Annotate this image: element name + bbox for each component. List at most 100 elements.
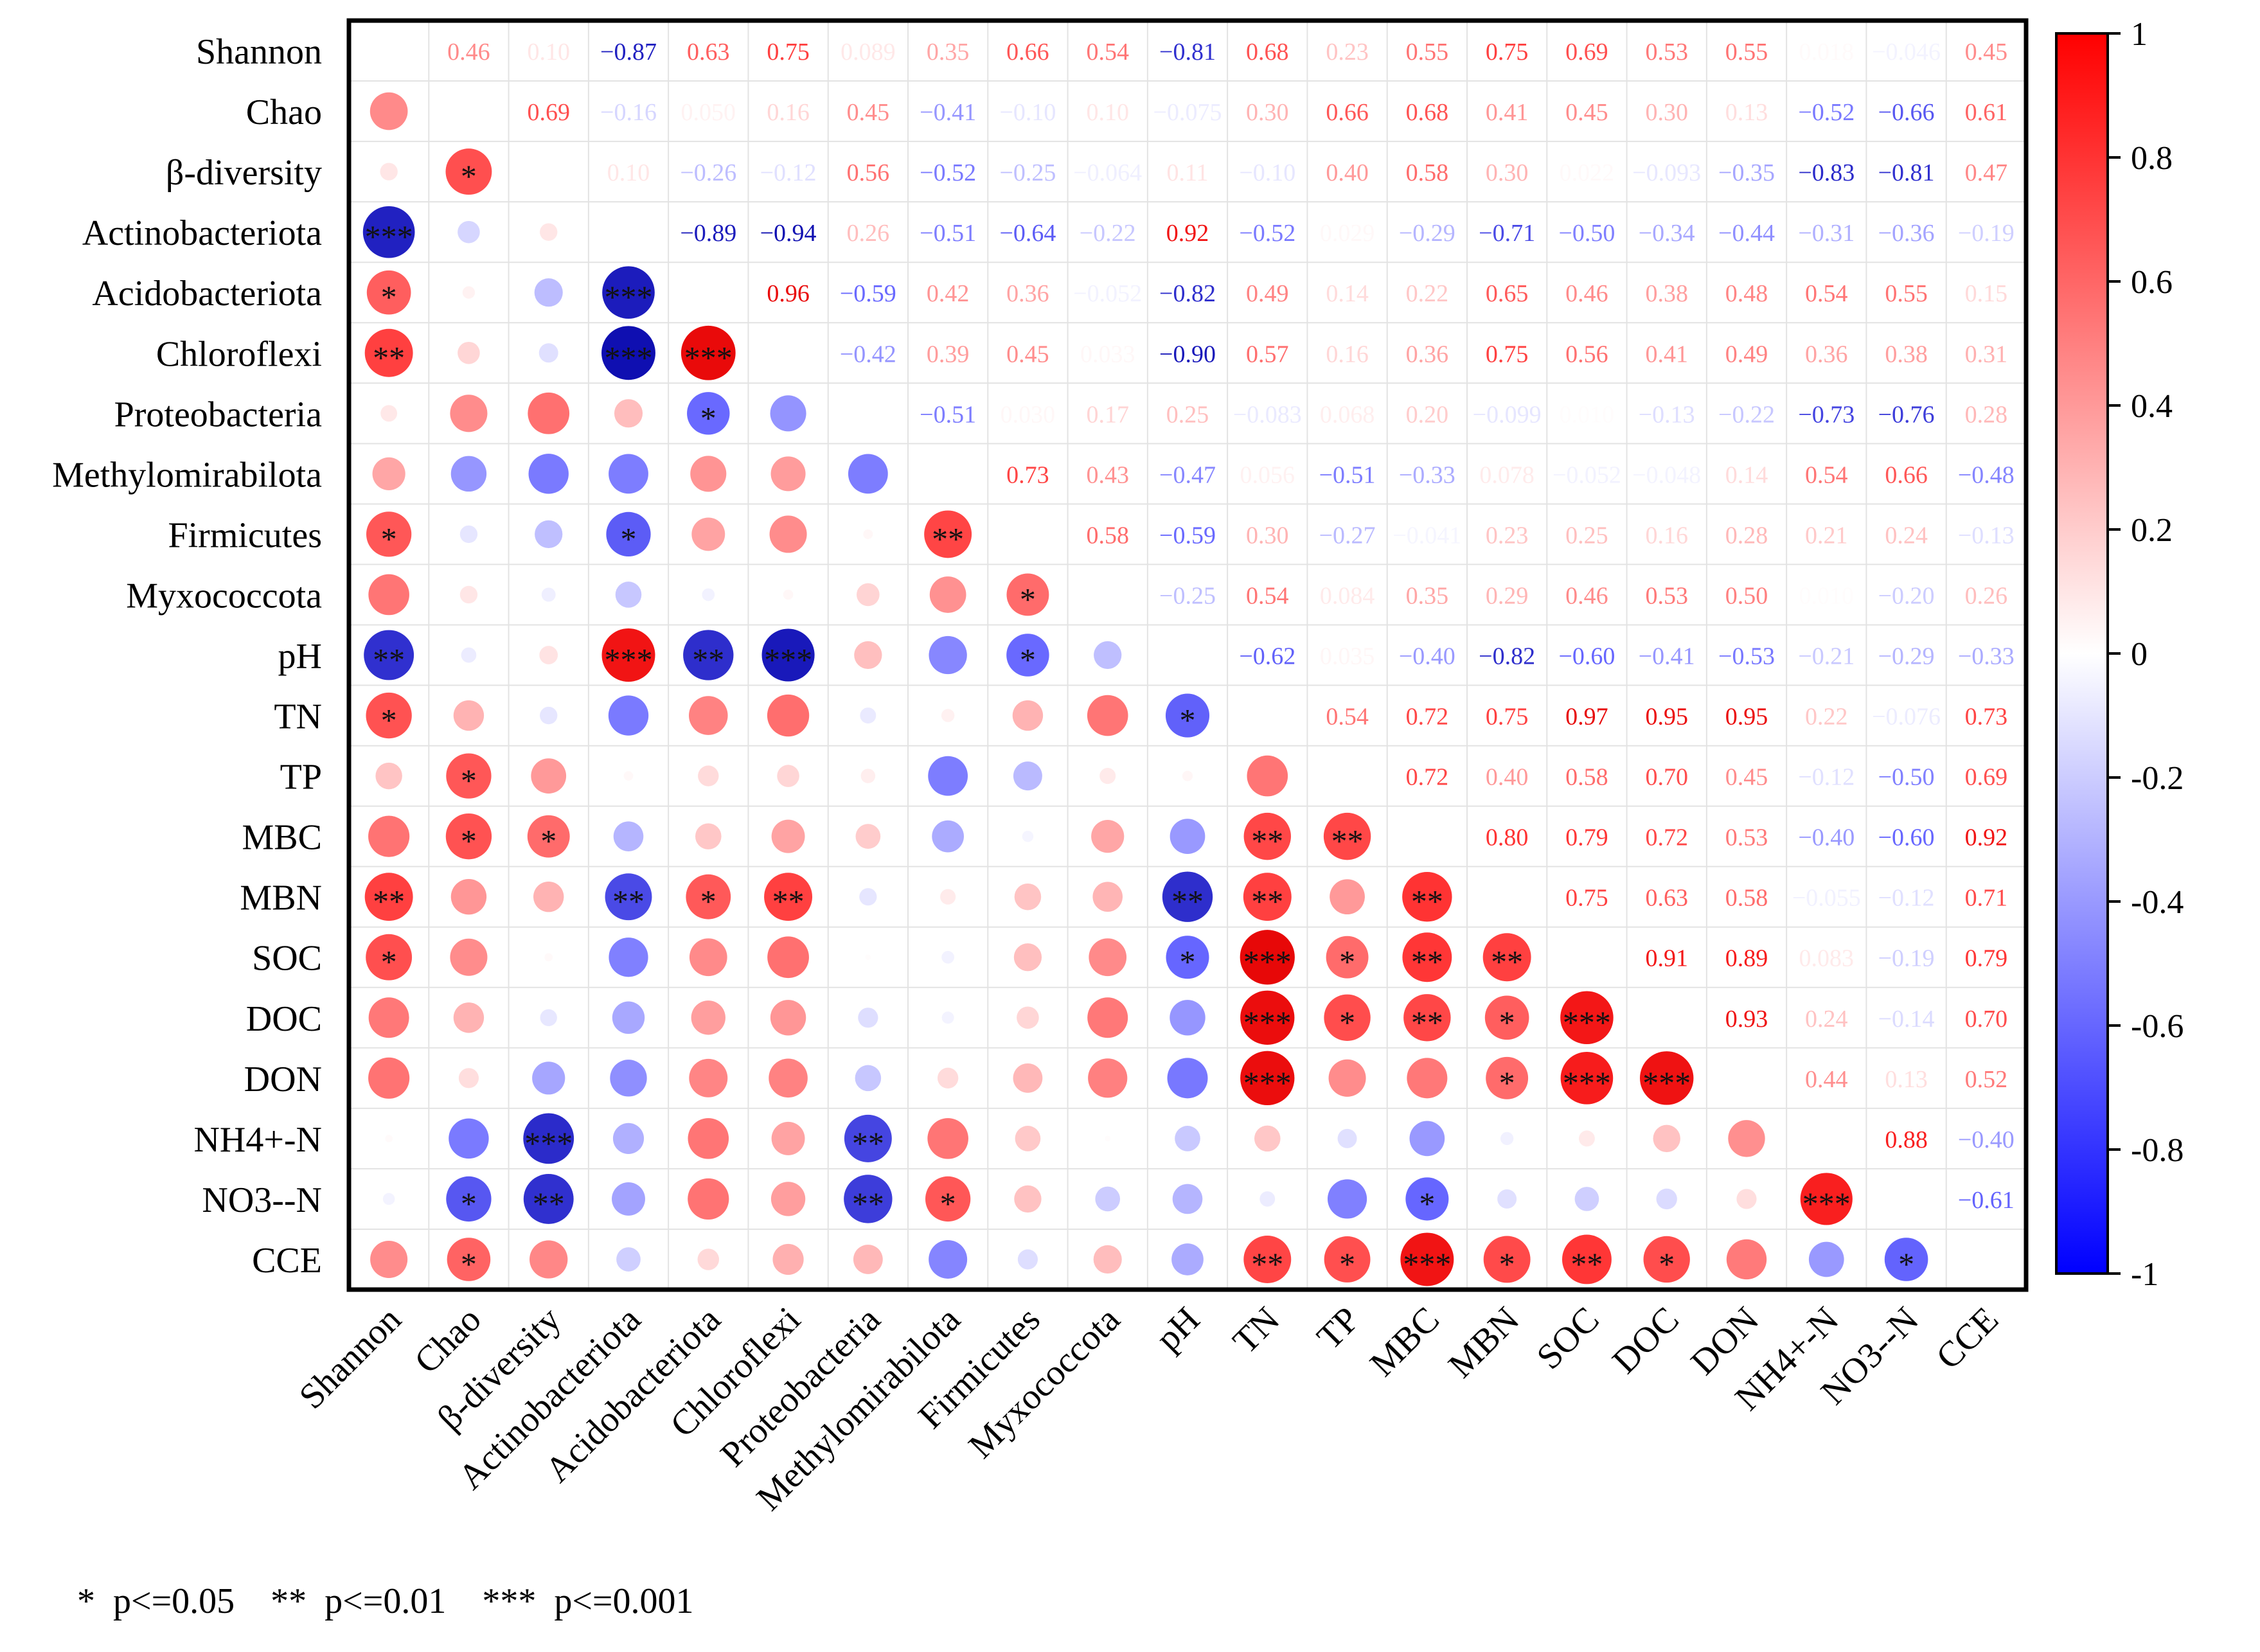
coefficient-label: −0.52 [1239, 220, 1295, 247]
correlation-circle [783, 589, 794, 600]
significance-stars: * [461, 158, 477, 194]
correlation-circle [531, 758, 567, 794]
coefficient-label: 0.36 [1805, 341, 1848, 368]
correlation-circle [687, 392, 730, 435]
coefficient-label: 0.75 [1565, 885, 1608, 912]
correlation-circle [458, 341, 480, 364]
coefficient-label: −0.41 [920, 99, 976, 126]
coefficient-label: 0.16 [1645, 522, 1688, 549]
coefficient-label: −0.19 [1878, 945, 1935, 972]
significance-stars: * [540, 823, 556, 859]
significance-stars: *** [365, 218, 413, 254]
significance-stars: * [1020, 581, 1036, 617]
correlation-circle [853, 1245, 883, 1274]
coefficient-label: −0.87 [600, 39, 657, 66]
correlation-circle [689, 696, 728, 735]
significance-stars: *** [605, 642, 653, 678]
correlation-circle [606, 511, 651, 557]
coefficient-label: 0.92 [1965, 824, 2008, 851]
significance-stars: ** [1251, 884, 1283, 919]
row-label: Actinobacteriota [82, 213, 322, 253]
coefficient-label: 0.49 [1725, 341, 1768, 368]
row-label: TN [274, 697, 322, 737]
coefficient-label: −0.27 [1319, 522, 1376, 549]
coefficient-label: 0.91 [1645, 945, 1688, 972]
correlation-circle [932, 820, 964, 853]
correlation-circle [368, 997, 409, 1038]
significance-stars: ** [1491, 944, 1523, 980]
column-label: TP [1310, 1299, 1367, 1357]
coefficient-label: 0.24 [1805, 1006, 1848, 1033]
significance-stars: * [1020, 642, 1036, 678]
correlation-circle [1800, 1173, 1853, 1225]
coefficient-label: 0.39 [927, 341, 970, 368]
correlation-circle [364, 630, 414, 680]
coefficient-label: 0.70 [1965, 1006, 2008, 1033]
correlation-circle [1643, 1236, 1690, 1283]
correlation-circle [1330, 879, 1365, 915]
coefficient-label: 0.79 [1965, 945, 2008, 972]
correlation-circle [1736, 1189, 1757, 1209]
coefficient-label: 0.53 [1725, 824, 1768, 851]
coefficient-label: 0.54 [1246, 582, 1289, 609]
correlation-circle [1172, 1184, 1203, 1214]
correlation-circle [366, 511, 412, 557]
correlation-circle [544, 953, 553, 962]
coefficient-label: 0.28 [1725, 522, 1768, 549]
correlation-circle [769, 1058, 808, 1098]
correlation-circle [1560, 1052, 1614, 1105]
correlation-circle [865, 954, 871, 961]
colorbar-tick-label: 0.2 [2131, 512, 2173, 549]
coefficient-label: 0.45 [1725, 764, 1768, 791]
correlation-circle [941, 950, 955, 964]
correlation-circle [1500, 1132, 1514, 1146]
correlation-circle [609, 937, 648, 977]
correlation-circle [601, 628, 655, 682]
coefficient-label: 0.65 [1486, 280, 1529, 307]
correlation-circle [605, 873, 652, 921]
coefficient-label: −0.36 [1878, 220, 1935, 247]
row-label: Firmicutes [168, 515, 322, 555]
correlation-circle [540, 223, 558, 241]
correlation-circle [538, 343, 558, 363]
colorbar-tick-label: 0 [2131, 636, 2148, 673]
correlation-circle [1560, 991, 1614, 1045]
correlation-circle [372, 457, 405, 490]
coefficient-label: 0.49 [1246, 280, 1289, 307]
correlation-circle [382, 1193, 395, 1205]
correlation-circle [860, 707, 876, 724]
correlation-circle [1093, 1245, 1122, 1274]
coefficient-label: 0.89 [1725, 945, 1768, 972]
correlation-circle [1402, 871, 1452, 922]
coefficient-label: 0.10 [607, 159, 650, 186]
significance-stars: ** [533, 1186, 565, 1221]
coefficient-label: −0.19 [1958, 220, 2015, 247]
correlation-circle [1259, 1191, 1276, 1207]
coefficient-label: 0.71 [1965, 885, 2008, 912]
coefficient-label: −0.52 [920, 159, 976, 186]
coefficient-label: 0.083 [1799, 945, 1855, 972]
coefficient-label: −0.48 [1958, 461, 2015, 488]
coefficient-label: 0.056 [1240, 461, 1295, 488]
row-label: Proteobacteria [114, 395, 323, 434]
colorbar: 1 0.8 0.6 0.4 0.2 0 -0.2 -0.4 -0.6 -0.8 -1 [2055, 16, 2184, 1293]
coefficient-label: 0.92 [1166, 220, 1209, 247]
coefficient-label: −0.82 [1479, 643, 1535, 670]
coefficient-label: 0.73 [1006, 461, 1049, 488]
significance-stars: ** [1411, 1004, 1443, 1040]
correlation-circle [532, 1061, 565, 1095]
correlation-circle [529, 1240, 568, 1279]
correlation-circle [844, 1175, 893, 1223]
correlation-circle [1015, 1126, 1041, 1151]
column-label: Shannon [292, 1299, 409, 1416]
correlation-circle [541, 587, 556, 602]
coefficient-label: 0.58 [1725, 885, 1768, 912]
correlation-circle [770, 395, 806, 432]
correlation-circle [854, 641, 882, 670]
coefficient-label: 0.10 [527, 39, 570, 66]
correlation-circle [1022, 830, 1034, 842]
correlation-circle [385, 1135, 393, 1142]
coefficient-label: 0.80 [1486, 824, 1529, 851]
correlation-circle [855, 1065, 882, 1092]
correlation-circle [1012, 700, 1044, 731]
